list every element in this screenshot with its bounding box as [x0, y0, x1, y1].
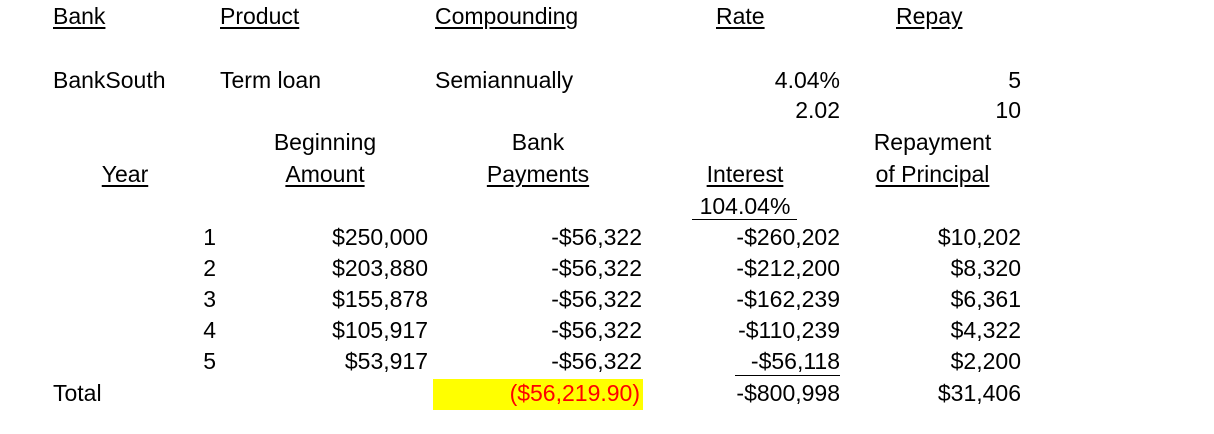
column-header-repayment-line1: Repayment — [873, 129, 992, 155]
row-beginning-amount: $53,917 — [344, 348, 428, 374]
row-year: 3 — [203, 286, 216, 312]
header-repay: Repay — [896, 3, 963, 29]
total-interest: -$800,998 — [736, 380, 840, 406]
column-header-interest: Interest — [706, 161, 784, 187]
column-header-beginning-line1: Beginning — [273, 129, 377, 155]
total-payment-highlight — [433, 379, 643, 410]
detail-repay: 5 — [1008, 67, 1021, 93]
header-product: Product — [220, 3, 300, 29]
row-repayment: $2,200 — [950, 348, 1021, 374]
row-beginning-amount: $203,880 — [332, 255, 428, 281]
header-compounding: Compounding — [435, 3, 579, 29]
row-year: 1 — [203, 224, 216, 250]
row-beginning-amount: $250,000 — [332, 224, 428, 250]
row-bank-payment: -$56,322 — [551, 317, 642, 343]
interest-sum-rule — [735, 375, 840, 376]
row-interest: -$162,239 — [736, 286, 840, 312]
detail-repay-periods: 10 — [995, 97, 1021, 123]
detail-bank: BankSouth — [53, 67, 166, 93]
row-interest: -$260,202 — [736, 224, 840, 250]
total-bank-payment: ($56,219.90) — [509, 380, 640, 406]
row-bank-payment: -$56,322 — [551, 255, 642, 281]
header-rate: Rate — [716, 3, 765, 29]
detail-rate: 4.04% — [774, 67, 840, 93]
row-bank-payment: -$56,322 — [551, 286, 642, 312]
interest-rate-underline — [692, 219, 797, 220]
detail-compounding: Semiannually — [435, 67, 574, 93]
column-header-repayment-line2: of Principal — [875, 161, 990, 187]
row-year: 2 — [203, 255, 216, 281]
detail-product: Term loan — [220, 67, 321, 93]
detail-rate-periodic: 2.02 — [795, 97, 840, 123]
row-repayment: $8,320 — [950, 255, 1021, 281]
column-header-payments-line2: Payments — [486, 161, 590, 187]
row-interest: -$56,118 — [750, 348, 840, 374]
row-repayment: $10,202 — [937, 224, 1021, 250]
row-interest: -$110,239 — [738, 317, 840, 343]
row-beginning-amount: $105,917 — [332, 317, 428, 343]
total-label: Total — [53, 380, 102, 406]
row-bank-payment: -$56,322 — [551, 348, 642, 374]
row-year: 5 — [203, 348, 216, 374]
column-header-beginning-line2: Amount — [285, 161, 365, 187]
total-repayment: $31,406 — [937, 380, 1021, 406]
interest-rate-factor: 104.04% — [699, 193, 791, 219]
row-year: 4 — [203, 317, 216, 343]
row-repayment: $4,322 — [950, 317, 1021, 343]
row-repayment: $6,361 — [950, 286, 1021, 312]
row-beginning-amount: $155,878 — [332, 286, 428, 312]
header-bank: Bank — [53, 3, 106, 29]
column-header-payments-line1: Bank — [511, 129, 565, 155]
column-header-year: Year — [101, 161, 149, 187]
row-interest: -$212,200 — [736, 255, 840, 281]
row-bank-payment: -$56,322 — [551, 224, 642, 250]
